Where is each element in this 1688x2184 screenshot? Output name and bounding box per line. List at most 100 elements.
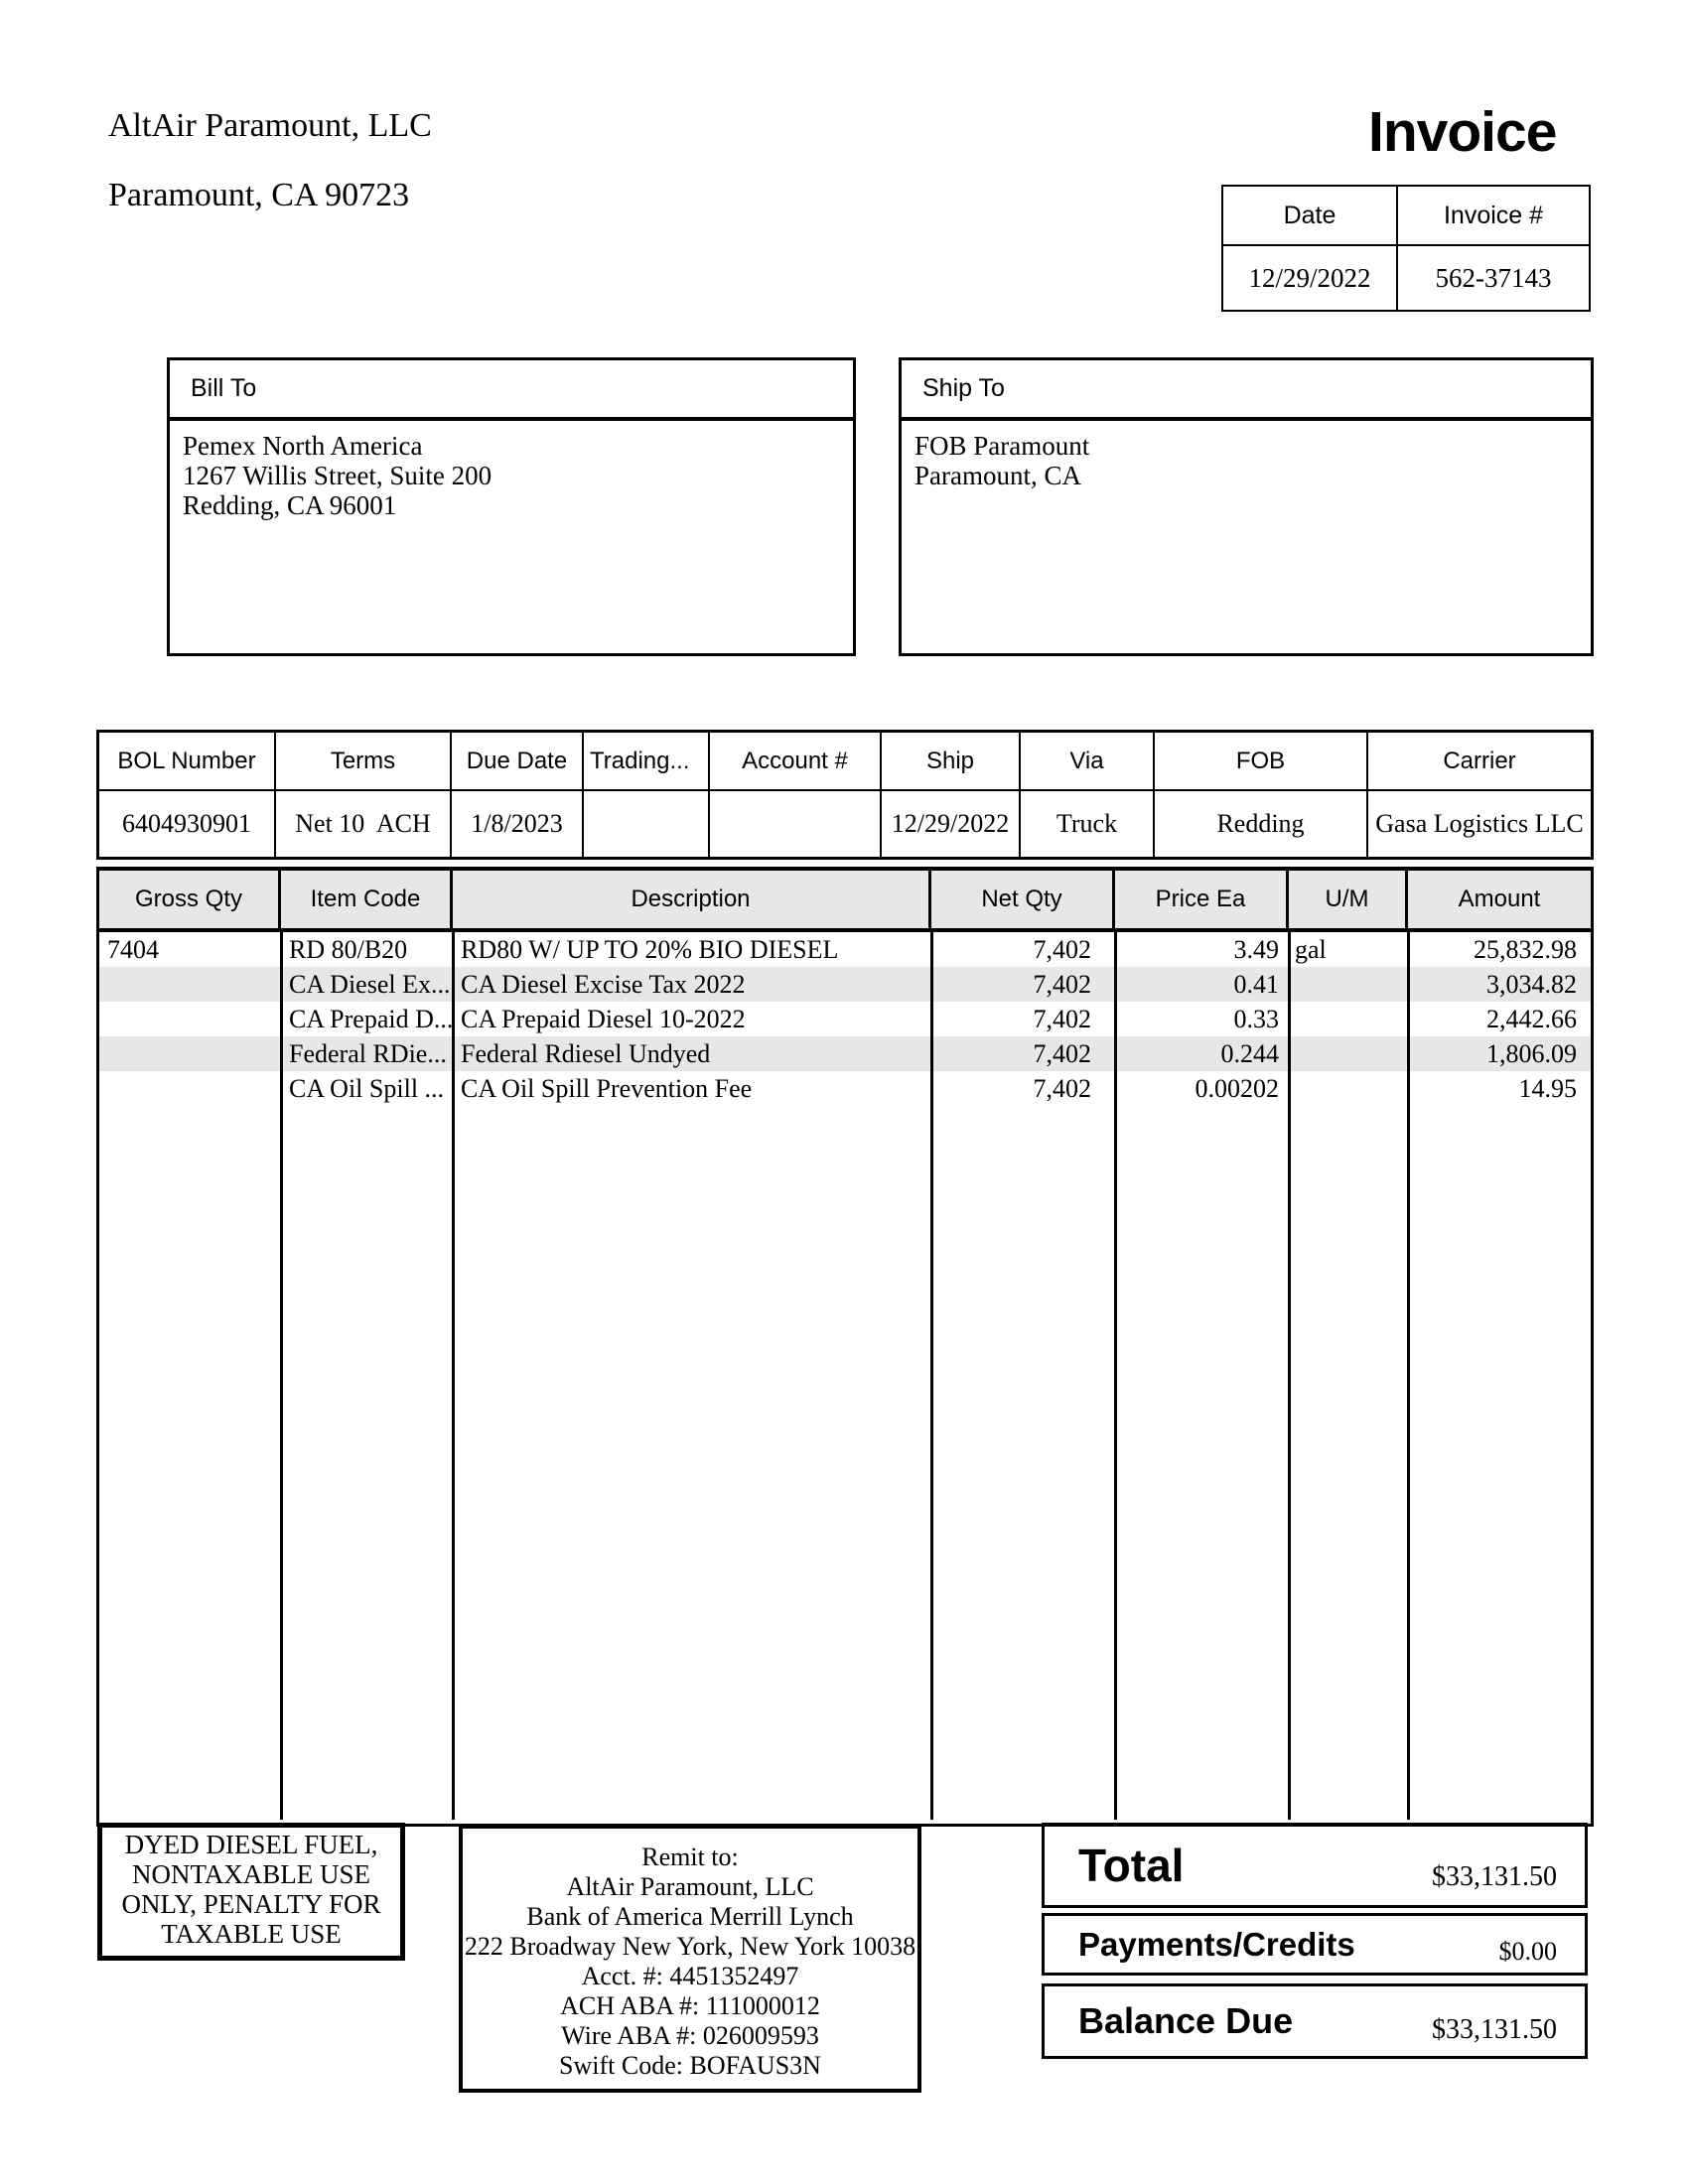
- line-items-body: 7404 RD 80/B20 RD80 W/ UP TO 20% BIO DIE…: [99, 932, 1591, 1820]
- ship-to-box: Ship To FOB Paramount Paramount, CA: [899, 357, 1594, 656]
- remit-line: ACH ABA #: 111000012: [560, 1991, 820, 2020]
- description-cell: CA Diesel Excise Tax 2022: [461, 969, 746, 999]
- net-qty-cell: 7,402: [1033, 1073, 1092, 1103]
- remit-line: 222 Broadway New York, New York 10038: [464, 1932, 916, 1961]
- description-header: Description: [453, 871, 931, 928]
- table-row: CA Oil Spill ... CA Oil Spill Prevention…: [99, 1071, 1591, 1106]
- fob-value: Redding: [1155, 791, 1368, 857]
- description-cell: Federal Rdiesel Undyed: [461, 1038, 711, 1068]
- via-header: Via: [1021, 733, 1155, 791]
- ship-to-label: Ship To: [902, 360, 1591, 421]
- net-qty-cell: 7,402: [1033, 969, 1092, 999]
- item-code-cell: CA Diesel Ex...: [289, 969, 451, 999]
- price-ea-cell: 0.41: [1233, 969, 1280, 999]
- item-code-cell: CA Oil Spill ...: [289, 1073, 445, 1103]
- fuel-notice-line: DYED DIESEL FUEL,: [124, 1830, 378, 1859]
- fuel-notice-line: TAXABLE USE: [161, 1919, 342, 1949]
- net-qty-cell: 7,402: [1033, 1004, 1092, 1033]
- fob-header: FOB: [1155, 733, 1368, 791]
- invoice-number-header: Invoice #: [1398, 187, 1589, 246]
- total-label: Total: [1078, 1840, 1185, 1891]
- balance-due-label: Balance Due: [1078, 2000, 1294, 2041]
- description-cell: RD80 W/ UP TO 20% BIO DIESEL: [461, 934, 839, 964]
- item-code-cell: RD 80/B20: [289, 934, 408, 964]
- bol-number-header: BOL Number: [99, 733, 276, 791]
- um-cell: [1289, 1071, 1408, 1106]
- invoice-meta-table: Date Invoice # 12/29/2022 562-37143: [1221, 185, 1591, 312]
- remit-to-box: Remit to: AltAir Paramount, LLC Bank of …: [459, 1825, 921, 2093]
- table-row: Federal RDie... Federal Rdiesel Undyed 7…: [99, 1036, 1591, 1071]
- amount-cell: 2,442.66: [1486, 1004, 1577, 1033]
- amount-header: Amount: [1458, 886, 1541, 912]
- table-row: 7404 RD 80/B20 RD80 W/ UP TO 20% BIO DIE…: [99, 932, 1591, 967]
- invoice-date: 12/29/2022: [1223, 246, 1398, 310]
- column-divider: [1113, 932, 1117, 1820]
- price-ea-cell: 3.49: [1233, 934, 1280, 964]
- um-cell: [1289, 1036, 1408, 1071]
- column-divider: [1406, 932, 1410, 1820]
- gross-qty-cell: 7404: [107, 934, 159, 964]
- gross-qty-cell: [99, 967, 281, 1002]
- account-number-value: [710, 791, 882, 857]
- price-ea-cell: 0.00202: [1195, 1073, 1280, 1103]
- column-divider: [929, 932, 933, 1820]
- due-date-header: Due Date: [452, 733, 584, 791]
- terms-value: Net 10 ACH: [276, 791, 452, 857]
- net-qty-cell: 7,402: [1033, 934, 1092, 964]
- net-qty-cell: 7,402: [1033, 1038, 1092, 1068]
- amount-cell: 25,832.98: [1474, 934, 1577, 964]
- column-divider: [279, 932, 283, 1820]
- trading-header: Trading...: [584, 733, 710, 791]
- ship-to-line: FOB Paramount: [914, 431, 1090, 461]
- bill-to-label: Bill To: [170, 360, 853, 421]
- terms-header: Terms: [276, 733, 452, 791]
- price-ea-cell: 0.244: [1220, 1038, 1280, 1068]
- balance-due-value: $33,131.50: [1432, 2014, 1557, 2045]
- gross-qty-header: Gross Qty: [99, 871, 281, 928]
- column-divider: [451, 932, 455, 1820]
- via-value: Truck: [1021, 791, 1155, 857]
- line-items-header-row: Gross Qty Item Code Description Net Qty …: [99, 871, 1591, 932]
- table-row: CA Prepaid D... CA Prepaid Diesel 10-202…: [99, 1002, 1591, 1036]
- invoice-title: Invoice: [1368, 100, 1557, 164]
- trading-value: [584, 791, 710, 857]
- um-cell: [1289, 967, 1408, 1002]
- price-ea-header: Price Ea: [1115, 871, 1289, 928]
- total-box: Total $33,131.50: [1042, 1823, 1588, 1908]
- net-qty-header: Net Qty: [931, 871, 1115, 928]
- carrier-value: Gasa Logistics LLC: [1375, 809, 1584, 838]
- remit-line: Acct. #: 4451352497: [581, 1962, 799, 1990]
- description-cell: CA Prepaid Diesel 10-2022: [461, 1004, 746, 1033]
- amount-cell: 3,034.82: [1486, 969, 1577, 999]
- um-header: U/M: [1289, 871, 1408, 928]
- invoice-number: 562-37143: [1435, 262, 1552, 293]
- total-value: $33,131.50: [1432, 1861, 1557, 1892]
- payments-credits-label: Payments/Credits: [1078, 1925, 1355, 1963]
- bill-to-line: 1267 Willis Street, Suite 200: [183, 461, 492, 490]
- ship-header: Ship: [882, 733, 1021, 791]
- shipment-info-table: BOL Number Terms Due Date Trading... Acc…: [96, 730, 1594, 860]
- remit-line: AltAir Paramount, LLC: [566, 1872, 814, 1901]
- remit-line: Wire ABA #: 026009593: [561, 2021, 819, 2050]
- due-date-value: 1/8/2023: [452, 791, 584, 857]
- fuel-notice-line: NONTAXABLE USE: [131, 1859, 371, 1889]
- amount-cell: 1,806.09: [1486, 1038, 1577, 1068]
- payments-credits-value: $0.00: [1498, 1937, 1558, 1966]
- date-header: Date: [1223, 187, 1398, 246]
- item-code-cell: Federal RDie...: [289, 1038, 447, 1068]
- line-items-table: Gross Qty Item Code Description Net Qty …: [96, 867, 1594, 1827]
- fuel-notice-box: DYED DIESEL FUEL, NONTAXABLE USE ONLY, P…: [97, 1823, 405, 1961]
- um-cell: [1289, 1002, 1408, 1036]
- table-row: CA Diesel Ex... CA Diesel Excise Tax 202…: [99, 967, 1591, 1002]
- bol-number-value: 6404930901: [99, 791, 276, 857]
- remit-line: Remit to:: [641, 1843, 739, 1871]
- bill-to-line: Redding, CA 96001: [183, 490, 397, 520]
- item-code-cell: CA Prepaid D...: [289, 1004, 453, 1033]
- remit-line: Swift Code: BOFAUS3N: [559, 2051, 821, 2080]
- description-cell: CA Oil Spill Prevention Fee: [461, 1073, 753, 1103]
- price-ea-cell: 0.33: [1233, 1004, 1280, 1033]
- amount-cell: 14.95: [1518, 1073, 1578, 1103]
- company-name: AltAir Paramount, LLC: [108, 107, 432, 144]
- gross-qty-cell: [99, 1036, 281, 1071]
- remit-line: Bank of America Merrill Lynch: [526, 1902, 854, 1931]
